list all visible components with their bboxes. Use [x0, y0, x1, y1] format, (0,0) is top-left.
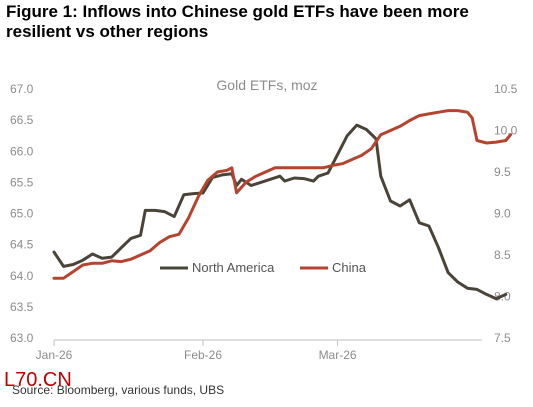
series-layer	[52, 109, 513, 301]
figure-title: Figure 1: Inflows into Chinese gold ETFs…	[6, 2, 531, 42]
source-note: Source: Bloomberg, various funds, UBS	[12, 383, 225, 397]
left-axis-tick-label: 65.0	[10, 207, 34, 221]
left-axis-tick-label: 66.5	[10, 113, 34, 127]
x-axis-tick-label: Feb-26	[184, 348, 222, 362]
left-axis-tick-label: 65.5	[10, 175, 34, 189]
figure-title-line-1: Figure 1: Inflows into Chinese gold ETFs…	[6, 2, 469, 21]
right-axis-tick-label: 9.5	[494, 165, 511, 179]
chart-title: Gold ETFs, moz	[216, 77, 317, 93]
left-axis-tick-label: 66.0	[10, 144, 34, 158]
x-axis-tick-label: Jan-26	[36, 348, 73, 362]
series-line-china	[52, 109, 513, 280]
left-axis-tick-label: 67.0	[10, 82, 34, 96]
legend-label: North America	[192, 260, 275, 275]
watermark-logo: L70.CN	[4, 369, 72, 391]
left-axis-tick-label: 63.5	[10, 300, 34, 314]
legend-label: China	[332, 260, 367, 275]
figure-title-line-2: resilient vs other regions	[6, 22, 209, 41]
right-axis: 7.58.08.59.09.510.010.5	[494, 82, 518, 345]
series-line-north-america	[52, 123, 508, 301]
legend: North America China	[160, 260, 367, 275]
right-axis-tick-label: 7.5	[494, 331, 511, 345]
left-axis-tick-label: 63.0	[10, 331, 34, 345]
left-axis-tick-label: 64.5	[10, 238, 34, 252]
left-axis: 63.0 63.5 64.0 64.5 65.0 65.5 66.0 66.5 67.0	[10, 82, 34, 345]
right-axis-tick-label: 10.0	[494, 124, 518, 138]
right-axis-tick-label: 9.0	[494, 207, 511, 221]
right-axis-tick-label: 8.5	[494, 248, 511, 262]
x-axis: Jan-26 Feb-26 Mar-26	[36, 339, 482, 362]
right-axis-tick-label: 10.5	[494, 82, 518, 96]
x-axis-tick-label: Mar-26	[319, 348, 357, 362]
left-axis-tick-label: 64.0	[10, 269, 34, 283]
